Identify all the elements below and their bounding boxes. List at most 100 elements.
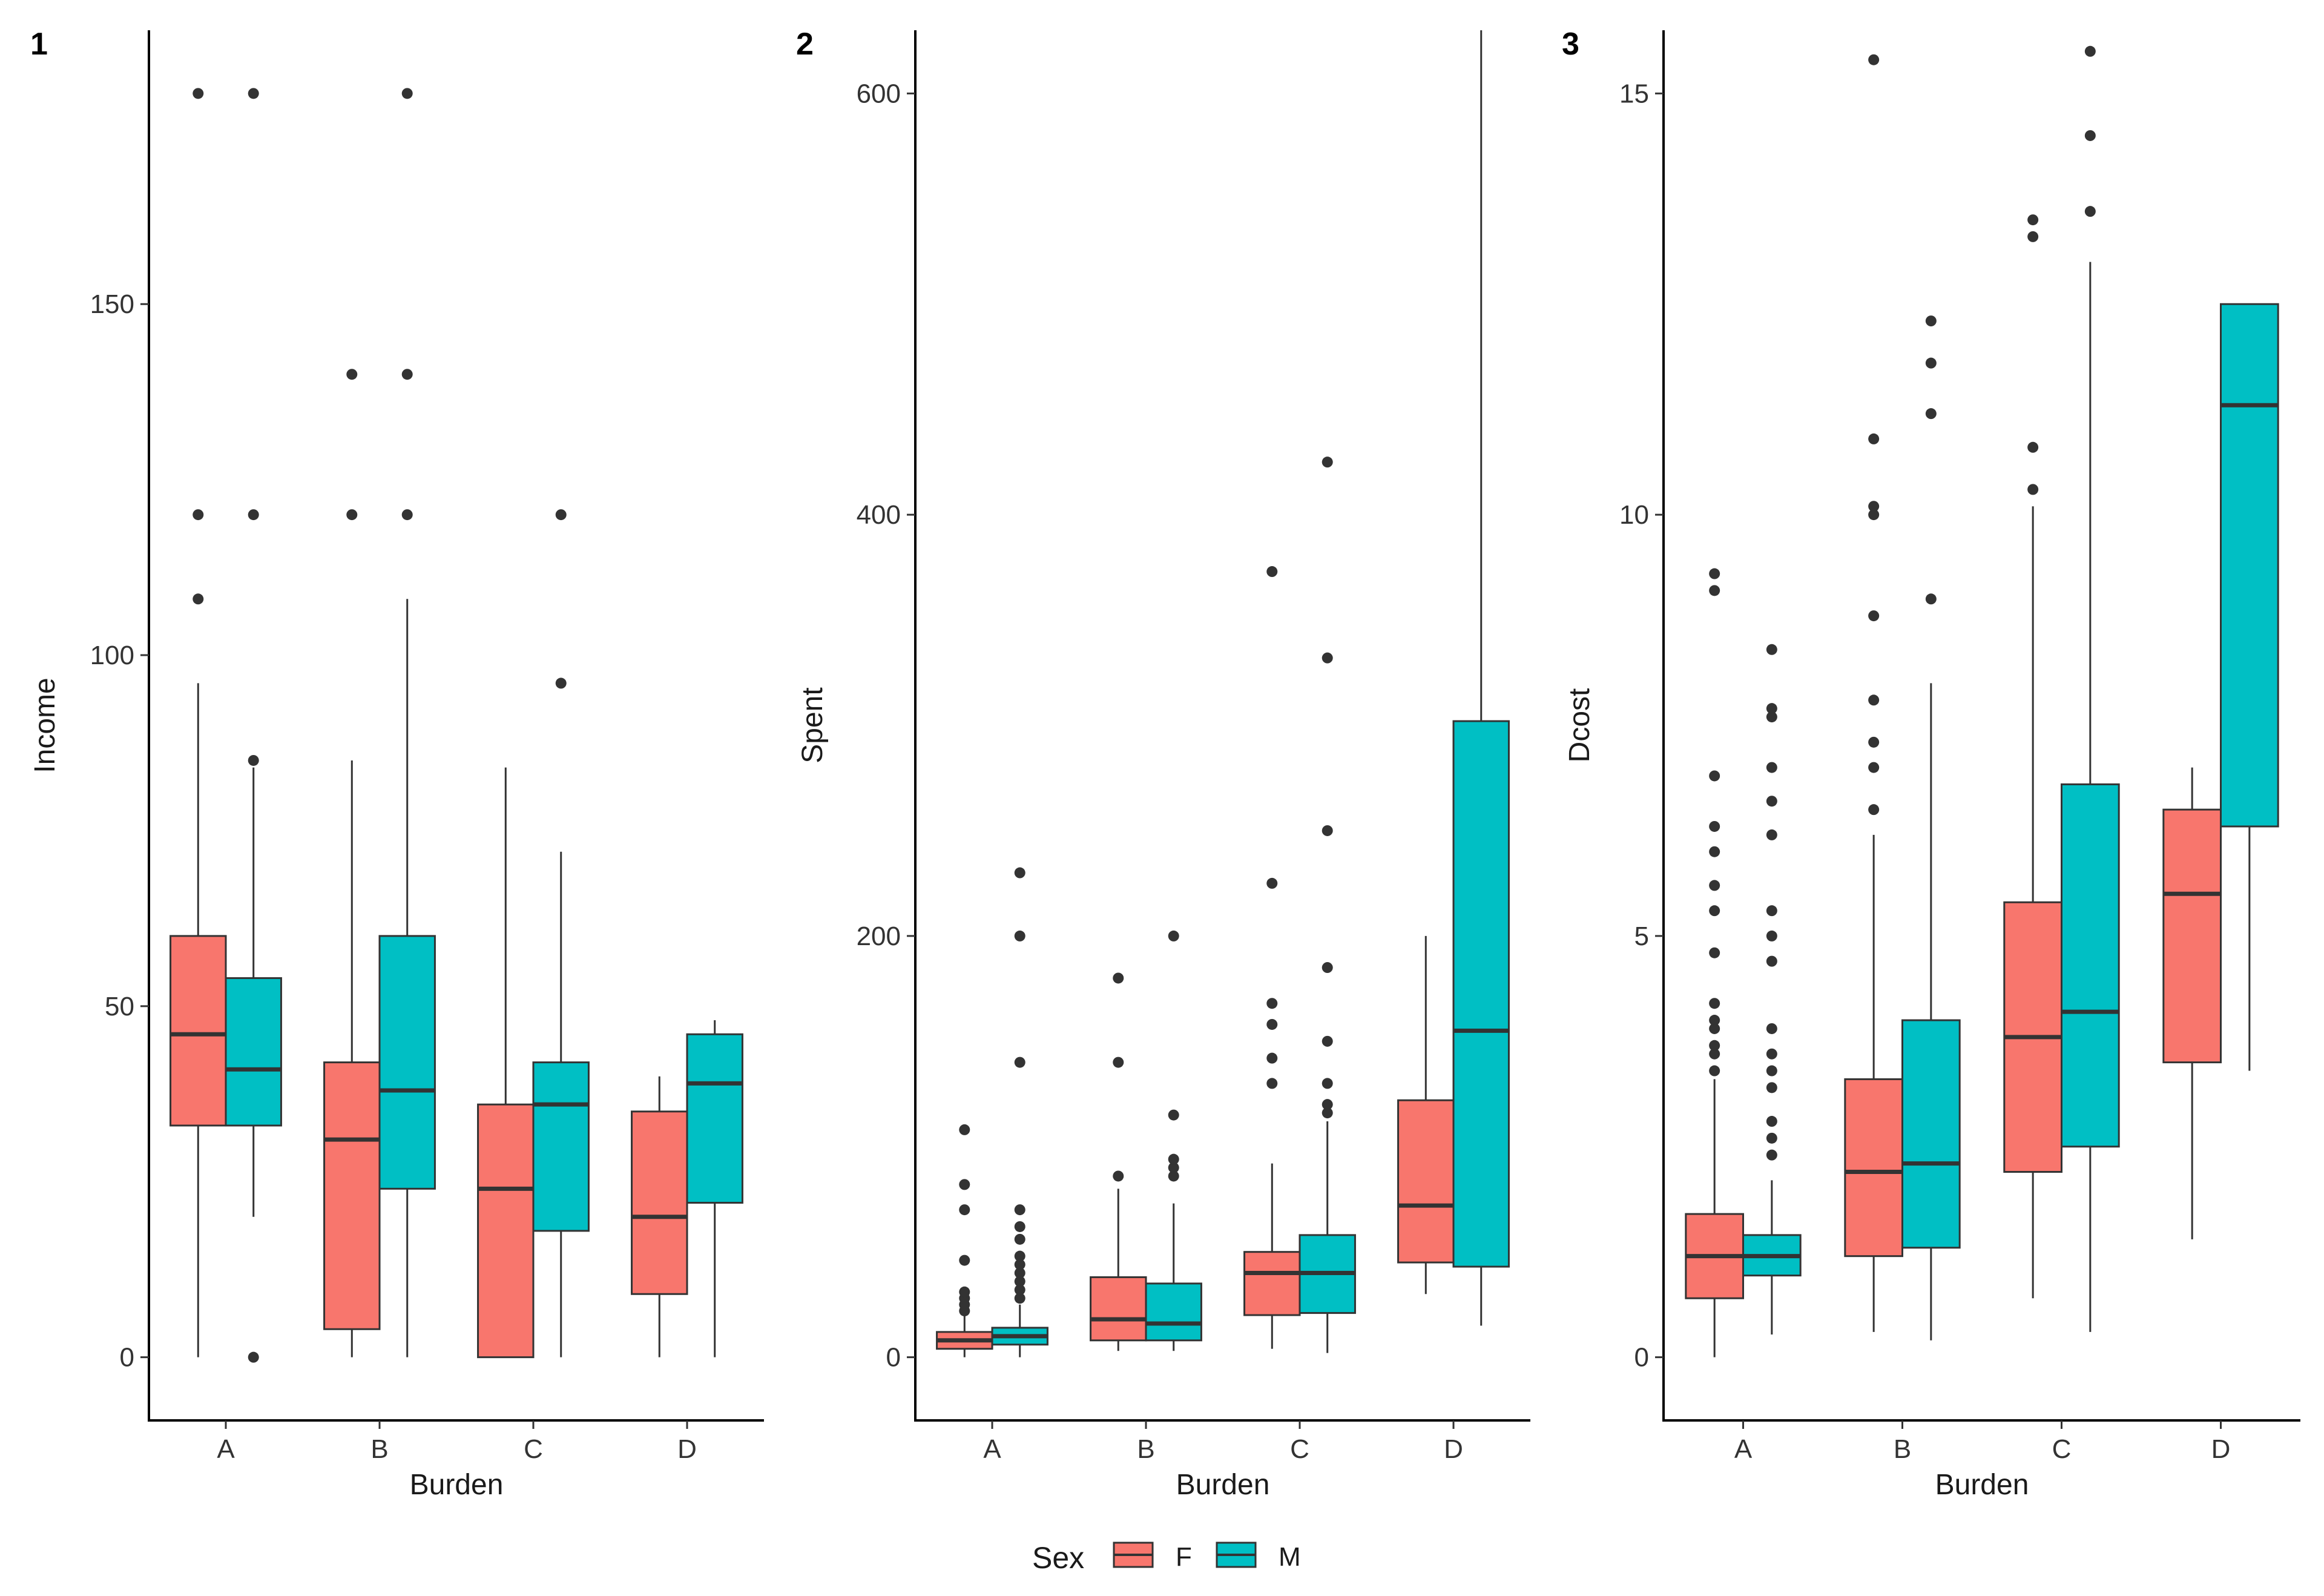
outlier-point bbox=[248, 754, 259, 766]
y-tick-label: 150 bbox=[90, 289, 134, 319]
outlier-point bbox=[1709, 770, 1720, 782]
box-f-c bbox=[477, 767, 535, 1359]
outlier-point bbox=[1322, 457, 1333, 468]
outlier-point bbox=[193, 88, 204, 99]
box-body bbox=[1243, 1251, 1301, 1316]
outlier-point bbox=[1322, 825, 1333, 836]
panel-tag-1: 1 bbox=[30, 27, 48, 62]
outlier-point bbox=[1766, 796, 1777, 807]
outlier-point bbox=[248, 1351, 259, 1363]
outlier-point bbox=[401, 369, 413, 380]
outlier-point bbox=[1766, 829, 1777, 840]
outlier-point bbox=[2084, 45, 2096, 57]
x-axis-title-spent: Burden bbox=[1176, 1469, 1270, 1501]
outlier-point bbox=[1868, 433, 1880, 444]
outlier-point bbox=[1014, 1276, 1025, 1287]
outlier-point bbox=[2027, 441, 2039, 453]
box-body bbox=[1901, 1019, 1961, 1249]
box-f-d bbox=[631, 1076, 688, 1357]
outlier-point bbox=[1766, 703, 1777, 714]
box-m-a bbox=[991, 867, 1048, 1357]
outlier-point bbox=[1014, 1204, 1025, 1216]
outlier-point bbox=[1709, 1065, 1720, 1077]
x-tick-label: A bbox=[217, 1434, 235, 1464]
outlier-point bbox=[1322, 962, 1333, 974]
outlier-point bbox=[1766, 1065, 1777, 1077]
outlier-point bbox=[1766, 1149, 1777, 1161]
outlier-point bbox=[1709, 1040, 1720, 1051]
outlier-point bbox=[1322, 1107, 1333, 1119]
outlier-point bbox=[346, 509, 358, 521]
outlier-point bbox=[1868, 610, 1880, 622]
outlier-point bbox=[1014, 1221, 1025, 1232]
y-tick-label: 100 bbox=[90, 641, 134, 670]
legend-item-m: M bbox=[1216, 1542, 1301, 1572]
panel-tag-3: 3 bbox=[1562, 27, 1579, 62]
outlier-point bbox=[1113, 972, 1124, 984]
box-body bbox=[1090, 1276, 1147, 1342]
y-tick-label: 5 bbox=[1634, 922, 1649, 951]
y-axis-title-dcost: Dcost bbox=[1564, 688, 1596, 763]
outlier-point bbox=[1014, 867, 1025, 879]
outlier-point bbox=[1266, 998, 1278, 1009]
y-tick-label: 0 bbox=[886, 1343, 901, 1373]
outlier-point bbox=[1925, 357, 1937, 369]
outlier-point bbox=[1014, 1233, 1025, 1245]
outlier-point bbox=[248, 88, 259, 99]
legend-title: Sex bbox=[1032, 1541, 1084, 1575]
panel-spent: 2 0 200 400 600 A B C D Burden Spent bbox=[796, 27, 1530, 1501]
outlier-point bbox=[1014, 930, 1025, 941]
outlier-point bbox=[1709, 1048, 1720, 1060]
outlier-point bbox=[959, 1286, 970, 1298]
y-tick-label: 15 bbox=[1619, 79, 1649, 108]
outlier-point bbox=[1709, 568, 1720, 579]
outlier-point bbox=[1014, 1293, 1025, 1304]
outlier-point bbox=[1766, 930, 1777, 941]
outlier-point bbox=[1868, 804, 1880, 816]
outlier-point bbox=[2027, 231, 2039, 242]
outlier-point bbox=[1766, 762, 1777, 773]
outlier-point bbox=[1014, 1250, 1025, 1262]
box-m-b bbox=[1901, 315, 1961, 1340]
y-tick-label: 10 bbox=[1619, 500, 1649, 530]
legend: Sex F M bbox=[993, 1520, 1332, 1592]
outlier-point bbox=[1168, 1170, 1179, 1182]
outlier-point bbox=[959, 1124, 970, 1135]
plot-area-dcost: 0 5 10 15 A B C D bbox=[1619, 30, 2300, 1464]
box-body bbox=[225, 977, 282, 1127]
x-tick-label: C bbox=[2052, 1434, 2072, 1464]
y-axis-title-income: Income bbox=[29, 678, 61, 773]
outlier-point bbox=[346, 369, 358, 380]
panel-tag-2: 2 bbox=[796, 27, 814, 62]
outlier-point bbox=[555, 509, 567, 521]
x-tick-label: C bbox=[524, 1434, 543, 1464]
outlier-point bbox=[2084, 130, 2096, 141]
outlier-point bbox=[193, 593, 204, 605]
outlier-point bbox=[959, 1179, 970, 1190]
outlier-point bbox=[1266, 1052, 1278, 1064]
outlier-point bbox=[1709, 585, 1720, 596]
legend-background bbox=[993, 1520, 1332, 1592]
outlier-point bbox=[1266, 566, 1278, 578]
outlier-point bbox=[1113, 1170, 1124, 1182]
box-body bbox=[2162, 808, 2222, 1064]
outlier-point bbox=[1266, 877, 1278, 889]
box-m-a bbox=[225, 88, 282, 1363]
x-tick-label: B bbox=[1894, 1434, 1911, 1464]
outlier-point bbox=[1766, 1048, 1777, 1060]
box-body bbox=[1844, 1078, 1904, 1258]
outlier-point bbox=[1709, 1023, 1720, 1034]
outlier-point bbox=[1322, 1099, 1333, 1110]
outlier-point bbox=[1709, 846, 1720, 857]
outlier-point bbox=[1709, 998, 1720, 1009]
panel-income: 1 0 50 100 150 A B C D Burden Income bbox=[29, 27, 764, 1501]
outlier-point bbox=[1766, 905, 1777, 917]
outlier-point bbox=[1168, 1153, 1179, 1165]
y-tick-label: 200 bbox=[857, 922, 901, 951]
outlier-point bbox=[1868, 762, 1880, 773]
box-body bbox=[1397, 1099, 1455, 1264]
outlier-point bbox=[1766, 1116, 1777, 1127]
x-tick-label: B bbox=[370, 1434, 388, 1464]
